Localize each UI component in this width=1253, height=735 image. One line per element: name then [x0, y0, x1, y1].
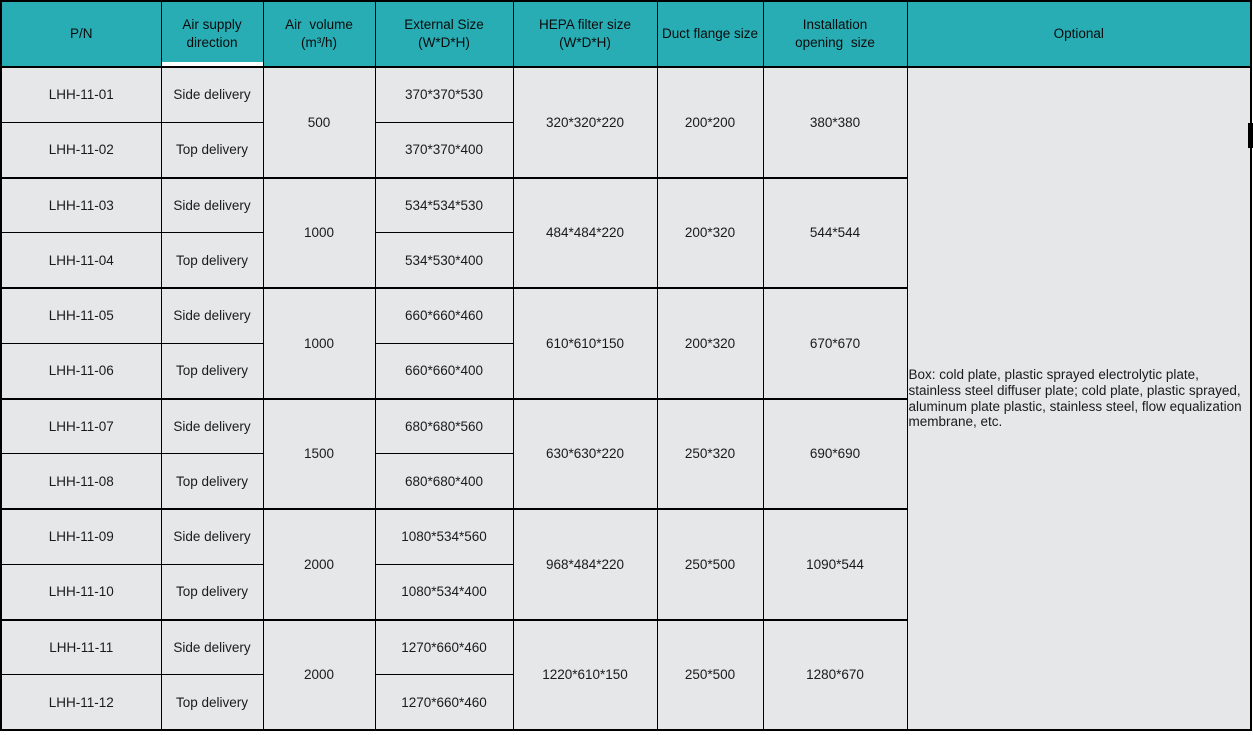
air-volume-cell: 1500 [262, 398, 376, 510]
direction-cell: Side delivery [160, 508, 264, 565]
header-row: P/N Air supply direction Air volume (m³/… [0, 0, 1252, 68]
direction-cell: Top delivery [160, 563, 264, 621]
external-size-cell: 680*680*400 [374, 453, 514, 511]
install-opening-cell: 1280*670 [762, 619, 908, 731]
direction-cell: Top delivery [160, 232, 264, 290]
table-row: LHH-11-08 Top delivery 680*680*400 [0, 453, 1251, 511]
pn-cell: LHH-11-03 [0, 176, 162, 234]
direction-cell: Side delivery [160, 176, 264, 234]
pn-cell: LHH-11-06 [0, 342, 162, 400]
air-volume-cell: 2000 [262, 619, 376, 731]
hepa-size-cell: 484*484*220 [512, 177, 658, 289]
duct-flange-cell: 200*200 [656, 66, 764, 179]
external-size-cell: 534*534*530 [374, 176, 514, 234]
air-volume-cell: 2000 [262, 508, 376, 621]
header-external-size: External Size (W*D*H) [374, 0, 514, 68]
header-optional: Optional [906, 0, 1252, 68]
direction-cell: Top delivery [160, 121, 264, 179]
pn-cell: LHH-11-09 [0, 508, 162, 565]
header-pn: P/N [0, 0, 162, 68]
direction-cell: Top delivery [160, 674, 264, 732]
external-size-cell: 660*660*460 [374, 287, 514, 344]
header-air-volume: Air volume (m³/h) [262, 0, 376, 68]
duct-flange-cell: 250*320 [656, 398, 764, 510]
direction-cell: Side delivery [160, 618, 264, 676]
duct-flange-cell: 200*320 [656, 287, 764, 400]
external-size-cell: 660*660*400 [374, 342, 514, 400]
install-opening-cell: 690*690 [762, 398, 908, 510]
air-volume-cell: 500 [262, 66, 376, 179]
table-row: LHH-11-12 Top delivery 1270*660*460 [0, 674, 1251, 732]
pn-cell: LHH-11-04 [0, 232, 162, 290]
pn-cell: LHH-11-05 [0, 287, 162, 344]
install-opening-cell: 380*380 [762, 66, 908, 179]
external-size-cell: 534*530*400 [374, 232, 514, 290]
optional-cell: Box: cold plate, plastic sprayed electro… [906, 66, 1252, 731]
pn-cell: LHH-11-10 [0, 563, 162, 621]
header-hepa-filter-size: HEPA filter size (W*D*H) [512, 0, 658, 68]
hepa-size-cell: 630*630*220 [512, 398, 658, 510]
table-row: LHH-11-09 Side delivery 2000 1080*534*56… [0, 508, 1251, 621]
table-row: LHH-11-11 Side delivery 2000 1270*660*46… [0, 618, 1251, 731]
external-size-cell: 1270*660*460 [374, 674, 514, 732]
header-installation-opening-size: Installation opening size [762, 0, 908, 68]
hepa-size-cell: 968*484*220 [512, 508, 658, 621]
duct-flange-cell: 250*500 [656, 508, 764, 621]
scrollbar-artifact [1248, 123, 1253, 148]
external-size-cell: 1270*660*460 [374, 618, 514, 676]
air-volume-cell: 1000 [262, 287, 376, 400]
pn-cell: LHH-11-07 [0, 397, 162, 455]
direction-cell: Top delivery [160, 453, 264, 511]
table-row: LHH-11-06 Top delivery 660*660*400 [0, 342, 1251, 400]
header-duct-flange-size: Duct flange size [656, 0, 764, 68]
direction-cell: Top delivery [160, 342, 264, 400]
table-row: LHH-11-07 Side delivery 1500 680*680*560… [0, 397, 1251, 510]
external-size-cell: 370*370*400 [374, 121, 514, 179]
pn-cell: LHH-11-11 [0, 618, 162, 676]
install-opening-cell: 544*544 [762, 177, 908, 289]
header-air-supply-direction: Air supply direction [160, 0, 264, 68]
external-size-cell: 370*370*530 [374, 66, 514, 123]
pn-cell: LHH-11-12 [0, 674, 162, 732]
air-volume-cell: 1000 [262, 177, 376, 289]
pn-cell: LHH-11-08 [0, 453, 162, 511]
install-opening-cell: 1090*544 [762, 508, 908, 621]
install-opening-cell: 670*670 [762, 287, 908, 400]
hepa-size-cell: 320*320*220 [512, 66, 658, 179]
direction-cell: Side delivery [160, 66, 264, 123]
table-row: LHH-11-01 Side delivery 500 370*370*530 … [0, 66, 1252, 731]
direction-cell: Side delivery [160, 397, 264, 455]
hepa-size-cell: 1220*610*150 [512, 619, 658, 731]
pn-cell: LHH-11-01 [0, 66, 162, 123]
table-row: LHH-11-05 Side delivery 1000 660*660*460… [0, 287, 1251, 400]
table-row: LHH-11-10 Top delivery 1080*534*400 [0, 563, 1251, 621]
direction-cell: Side delivery [160, 287, 264, 344]
external-size-cell: 1080*534*400 [374, 563, 514, 621]
table-row: LHH-11-02 Top delivery 370*370*400 [0, 121, 1251, 179]
hepa-size-cell: 610*610*150 [512, 287, 658, 400]
pn-cell: LHH-11-02 [0, 121, 162, 179]
table-row: LHH-11-04 Top delivery 534*530*400 [0, 232, 1251, 290]
duct-flange-cell: 250*500 [656, 619, 764, 731]
external-size-cell: 1080*534*560 [374, 508, 514, 565]
table-row: LHH-11-03 Side delivery 1000 534*534*530… [0, 176, 1251, 289]
duct-flange-cell: 200*320 [656, 177, 764, 289]
external-size-cell: 680*680*560 [374, 397, 514, 455]
